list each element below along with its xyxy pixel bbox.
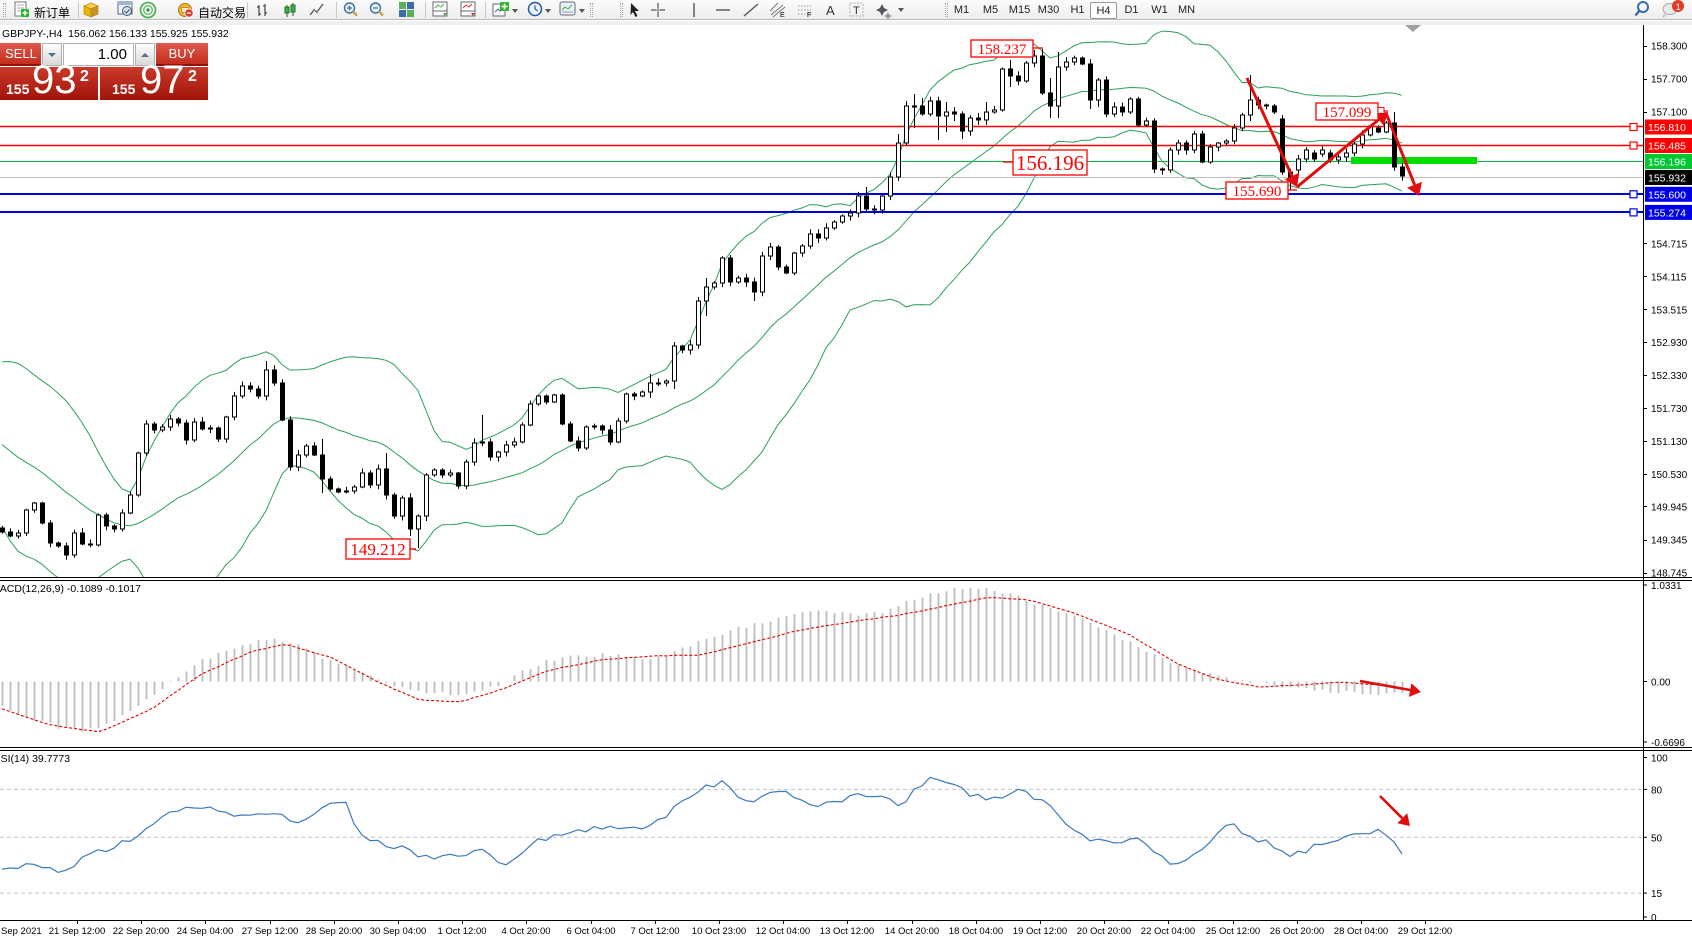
svg-text:20 Oct 20:00: 20 Oct 20:00	[1077, 926, 1131, 937]
svg-text:156.810: 156.810	[1648, 122, 1686, 134]
svg-text:149.212: 149.212	[350, 540, 405, 559]
svg-text:156.485: 156.485	[1648, 141, 1686, 153]
svg-text:21 Sep 12:00: 21 Sep 12:00	[49, 926, 106, 937]
svg-text:7 Oct 12:00: 7 Oct 12:00	[630, 926, 679, 937]
svg-text:149.345: 149.345	[1651, 536, 1688, 547]
svg-text:157.099: 157.099	[1323, 105, 1372, 121]
svg-text:T: T	[853, 5, 860, 17]
svg-text:1 Oct 12:00: 1 Oct 12:00	[437, 926, 486, 937]
svg-text:80: 80	[1651, 785, 1663, 796]
svg-text:150.530: 150.530	[1651, 470, 1688, 481]
svg-text:50: 50	[1651, 833, 1663, 844]
svg-text:155.600: 155.600	[1648, 189, 1686, 201]
svg-text:19 Oct 12:00: 19 Oct 12:00	[1013, 926, 1067, 937]
svg-text:Sep 2021: Sep 2021	[1, 926, 42, 937]
svg-text:4 Oct 20:00: 4 Oct 20:00	[501, 926, 550, 937]
svg-text:E: E	[780, 12, 785, 19]
svg-text:100: 100	[1651, 754, 1668, 765]
svg-text:12 Oct 04:00: 12 Oct 04:00	[756, 926, 810, 937]
svg-text:18 Oct 04:00: 18 Oct 04:00	[949, 926, 1003, 937]
svg-text:155.690: 155.690	[1233, 184, 1282, 200]
svg-text:148.745: 148.745	[1651, 569, 1688, 580]
svg-text:29 Oct 12:00: 29 Oct 12:00	[1398, 926, 1452, 937]
svg-text:14 Oct 20:00: 14 Oct 20:00	[885, 926, 939, 937]
svg-text:30 Sep 04:00: 30 Sep 04:00	[370, 926, 427, 937]
svg-text:-0.6696: -0.6696	[1651, 738, 1685, 749]
svg-text:157.100: 157.100	[1651, 108, 1688, 119]
svg-text:22 Oct 04:00: 22 Oct 04:00	[1141, 926, 1195, 937]
svg-text:28 Oct 04:00: 28 Oct 04:00	[1334, 926, 1388, 937]
svg-text:158.300: 158.300	[1651, 42, 1688, 53]
svg-text:156.196: 156.196	[1016, 151, 1084, 175]
svg-text:28 Sep 20:00: 28 Sep 20:00	[306, 926, 363, 937]
svg-text:F: F	[807, 12, 811, 19]
svg-text:24 Sep 04:00: 24 Sep 04:00	[177, 926, 234, 937]
svg-text:155.274: 155.274	[1648, 207, 1686, 219]
svg-text:1.0331: 1.0331	[1651, 581, 1682, 592]
svg-text:6 Oct 04:00: 6 Oct 04:00	[566, 926, 615, 937]
svg-text:154.715: 154.715	[1651, 239, 1688, 250]
svg-text:157.700: 157.700	[1651, 75, 1688, 86]
svg-text:152.330: 152.330	[1651, 371, 1688, 382]
svg-text:154.115: 154.115	[1651, 272, 1687, 283]
svg-text:152.930: 152.930	[1651, 338, 1688, 349]
svg-text:156.196: 156.196	[1648, 157, 1686, 169]
svg-text:151.730: 151.730	[1651, 404, 1688, 415]
svg-text:22 Sep 20:00: 22 Sep 20:00	[113, 926, 170, 937]
svg-text:0: 0	[1651, 913, 1657, 924]
svg-text:15: 15	[1651, 889, 1663, 900]
svg-text:151.130: 151.130	[1651, 437, 1688, 448]
svg-text:153.515: 153.515	[1651, 306, 1688, 317]
svg-text:158.237: 158.237	[978, 42, 1027, 58]
svg-text:27 Sep 12:00: 27 Sep 12:00	[242, 926, 299, 937]
svg-text:10 Oct 23:00: 10 Oct 23:00	[692, 926, 746, 937]
svg-text:25 Oct 12:00: 25 Oct 12:00	[1206, 926, 1260, 937]
svg-text:26 Oct 20:00: 26 Oct 20:00	[1270, 926, 1324, 937]
svg-text:13 Oct 12:00: 13 Oct 12:00	[820, 926, 874, 937]
svg-text:149.945: 149.945	[1651, 502, 1688, 513]
svg-text:A: A	[826, 3, 835, 18]
svg-text:155.932: 155.932	[1648, 173, 1686, 185]
svg-text:0.00: 0.00	[1651, 678, 1671, 689]
svg-text:1: 1	[1676, 2, 1681, 13]
